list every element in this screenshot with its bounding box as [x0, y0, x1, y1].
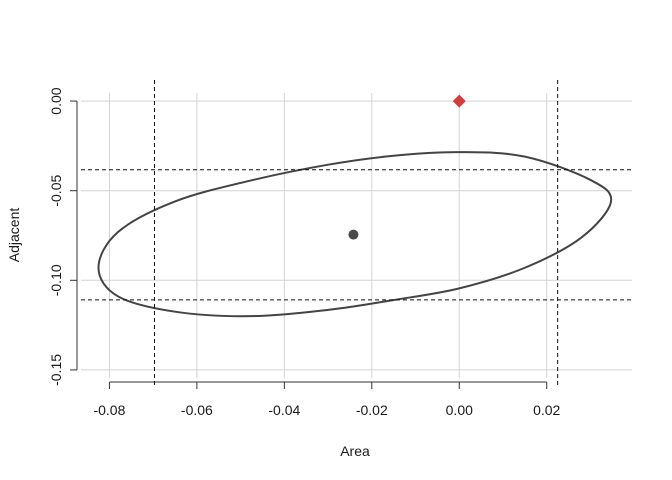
- x-tick-label: -0.02: [356, 402, 388, 418]
- reference-point-diamond: [452, 94, 466, 108]
- x-tick-label: -0.08: [93, 402, 125, 418]
- grid: [81, 93, 632, 378]
- x-tick-label: 0.02: [533, 402, 560, 418]
- x-tick-label: -0.04: [268, 402, 300, 418]
- axes: -0.08 -0.06 -0.04 -0.02 0.00 0.02 0.00 -0.05 -0.…: [48, 87, 561, 418]
- y-tick-label: -0.10: [48, 264, 64, 296]
- x-tick-label: -0.06: [181, 402, 213, 418]
- y-axis-title: Adjacent: [6, 208, 22, 263]
- y-tick-label: -0.15: [48, 354, 64, 386]
- confidence-ellipse: [97, 151, 613, 318]
- x-axis-title: Area: [340, 443, 370, 459]
- y-tick-label: -0.05: [48, 175, 64, 207]
- y-tick-label: 0.00: [48, 87, 64, 114]
- estimate-point: [348, 229, 359, 240]
- x-tick-label: 0.00: [446, 402, 473, 418]
- plot-area: [81, 80, 632, 385]
